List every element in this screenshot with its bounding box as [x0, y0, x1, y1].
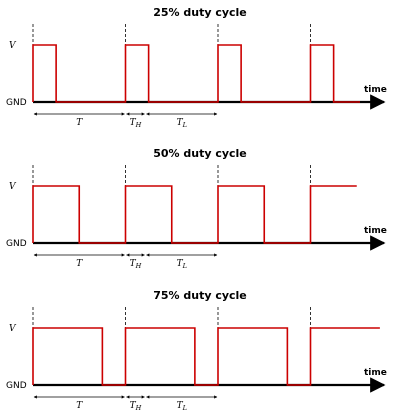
pwm-waveform — [32, 185, 357, 244]
gnd-label: GND — [6, 98, 27, 108]
low-time-label-subscript: L — [182, 262, 187, 270]
high-time-label: TH — [130, 259, 142, 270]
period-label: T — [76, 259, 83, 269]
pwm-waveform — [32, 44, 360, 103]
high-time-label-subscript: H — [135, 404, 142, 412]
time-label: time — [364, 226, 387, 236]
high-time-label-subscript: H — [135, 262, 142, 270]
low-time-label-main: T — [177, 118, 184, 128]
high-time-label-subscript: H — [135, 121, 142, 129]
high-time-label-main: T — [130, 401, 137, 411]
high-time-label-main: T — [130, 118, 137, 128]
high-time-label-main: T — [130, 259, 137, 269]
low-time-label: TL — [177, 118, 187, 129]
voltage-label: V — [9, 182, 17, 192]
high-time-label: TH — [130, 401, 142, 412]
low-time-label-main: T — [177, 259, 184, 269]
period-label: T — [76, 401, 83, 411]
voltage-label: V — [9, 324, 17, 334]
low-time-label: TL — [177, 259, 187, 270]
gnd-label: GND — [6, 239, 27, 249]
voltage-label: V — [9, 41, 17, 51]
low-time-label-subscript: L — [182, 404, 187, 412]
low-time-label-main: T — [177, 401, 184, 411]
panel-title: 75% duty cycle — [153, 289, 247, 302]
high-time-label: TH — [130, 118, 142, 129]
period-label: T — [76, 118, 83, 128]
low-time-label-subscript: L — [182, 121, 187, 129]
time-label: time — [364, 85, 387, 95]
pwm-waveform — [32, 327, 380, 386]
time-label: time — [364, 368, 387, 378]
panel-title: 25% duty cycle — [153, 6, 247, 19]
gnd-label: GND — [6, 381, 27, 391]
panel-title: 50% duty cycle — [153, 147, 247, 160]
low-time-label: TL — [177, 401, 187, 412]
